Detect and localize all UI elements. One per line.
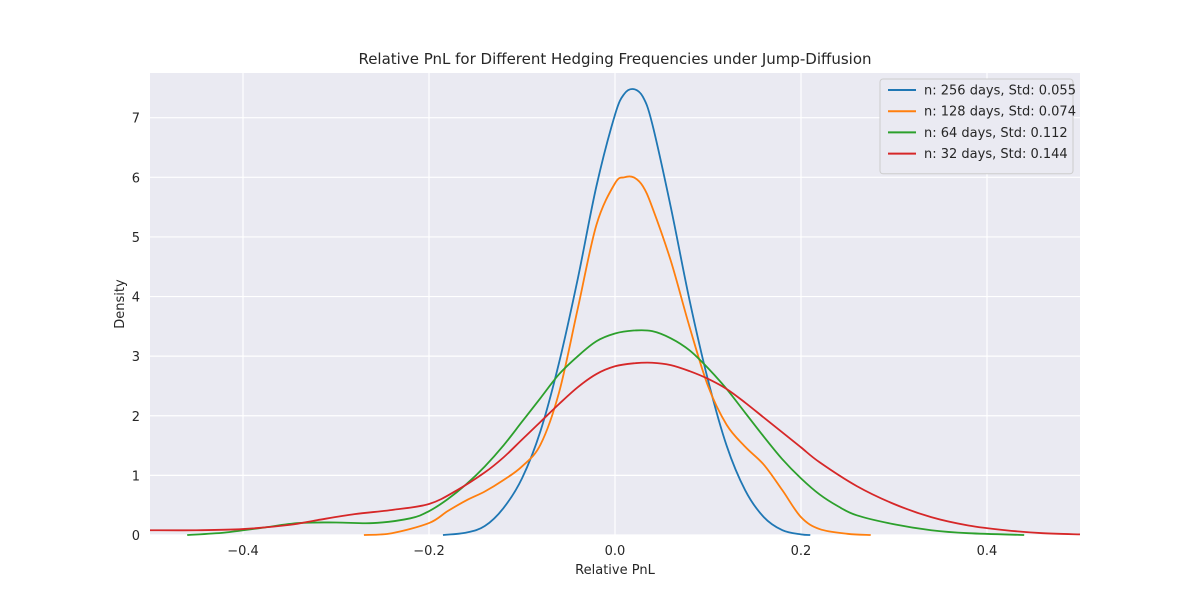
y-tick-label: 3 bbox=[132, 350, 140, 365]
y-tick-label: 6 bbox=[132, 171, 140, 186]
x-tick-label: 0.4 bbox=[977, 544, 998, 559]
series-lines bbox=[149, 88, 1081, 536]
x-axis-ticks: −0.4 −0.2 0.0 0.2 0.4 bbox=[227, 544, 997, 559]
x-axis-label: Relative PnL bbox=[575, 563, 655, 578]
y-tick-label: 7 bbox=[132, 112, 140, 127]
series-line-4 bbox=[149, 361, 1081, 536]
grid bbox=[150, 73, 1080, 536]
y-tick-label: 0 bbox=[132, 529, 140, 544]
legend-label: n: 128 days, Std: 0.074 bbox=[924, 105, 1076, 120]
series-line-2 bbox=[363, 175, 871, 536]
y-axis-ticks: 0 1 2 3 4 5 6 7 bbox=[132, 112, 140, 544]
legend: n: 256 days, Std: 0.055 n: 128 days, Std:… bbox=[879, 78, 1076, 175]
series-line-3 bbox=[187, 329, 1025, 536]
y-tick-label: 5 bbox=[132, 231, 140, 246]
y-tick-label: 4 bbox=[132, 291, 140, 306]
y-tick-label: 1 bbox=[132, 469, 140, 484]
x-tick-label: 0.0 bbox=[605, 544, 626, 559]
legend-box bbox=[879, 78, 1074, 175]
legend-label: n: 64 days, Std: 0.112 bbox=[924, 126, 1068, 141]
x-tick-label: −0.4 bbox=[227, 544, 259, 559]
x-tick-label: −0.2 bbox=[413, 544, 445, 559]
legend-label: n: 32 days, Std: 0.144 bbox=[924, 147, 1068, 162]
y-axis-label: Density bbox=[113, 279, 128, 329]
series-line-1 bbox=[442, 88, 811, 536]
chart-title: Relative PnL for Different Hedging Frequ… bbox=[358, 50, 871, 68]
y-tick-label: 2 bbox=[132, 410, 140, 425]
x-tick-label: 0.2 bbox=[791, 544, 812, 559]
legend-label: n: 256 days, Std: 0.055 bbox=[924, 84, 1076, 99]
